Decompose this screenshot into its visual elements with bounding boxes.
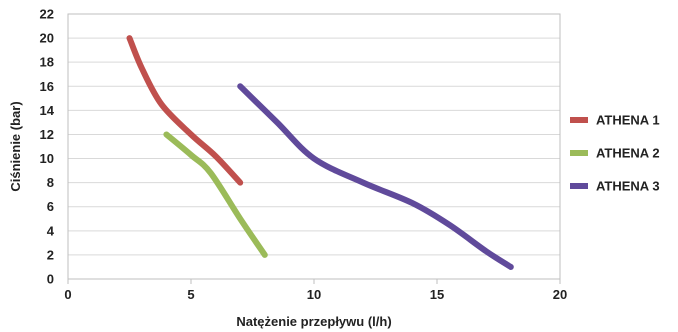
x-tick-label: 20: [553, 287, 567, 302]
y-tick-label: 10: [40, 151, 54, 166]
x-tick-label: 0: [64, 287, 71, 302]
y-tick-label: 4: [47, 223, 55, 238]
x-axis-title: Natężenie przepływu (l/h): [236, 314, 391, 329]
series-line-athena-1: [126, 35, 244, 186]
y-tick-label: 16: [40, 79, 54, 94]
x-tick-label: 15: [430, 287, 444, 302]
y-tick-label: 14: [40, 103, 55, 118]
y-tick-label: 12: [40, 127, 54, 142]
x-tick-label: 10: [307, 287, 321, 302]
axes-layer: 0 2 4 6 8 10 12 14 16 18 20 22 0 5 10 15 20: [40, 7, 568, 303]
series-line-athena-2: [163, 131, 268, 258]
y-tick-label: 6: [47, 199, 54, 214]
plot-area: [67, 13, 561, 280]
y-tick-label: 18: [40, 55, 54, 70]
legend-label: ATHENA 3: [596, 179, 660, 194]
y-axis-title: Ciśnienie (bar): [8, 101, 23, 191]
legend: ATHENA 1 ATHENA 2 ATHENA 3: [570, 113, 660, 194]
x-tick-label: 5: [187, 287, 194, 302]
y-tick-label: 22: [40, 7, 54, 22]
grid-layer: [67, 13, 561, 280]
legend-label: ATHENA 1: [596, 113, 660, 128]
y-tick-label: 20: [40, 31, 54, 46]
series-layer: [126, 35, 514, 270]
series-line-athena-3: [237, 83, 514, 270]
y-tick-label: 8: [47, 175, 54, 190]
y-tick-label: 0: [47, 272, 54, 287]
y-tick-label: 2: [47, 247, 54, 262]
legend-label: ATHENA 2: [596, 146, 660, 161]
